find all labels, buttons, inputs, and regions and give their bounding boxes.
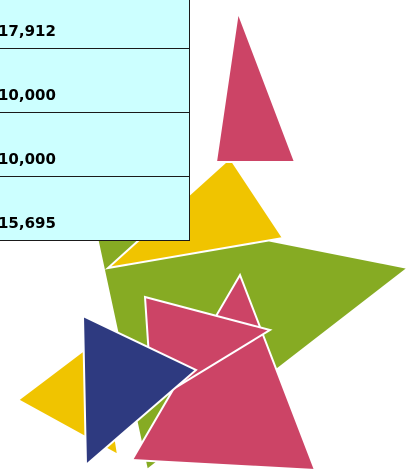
row: 17,912: [0, 0, 190, 49]
pink-triangle: [214, 8, 297, 163]
table: 17,912 10,000 10,000 15,695: [0, 0, 190, 241]
row: 10,000: [0, 48, 190, 113]
row: 15,695: [0, 176, 190, 241]
cell-text: 10,000: [0, 150, 56, 168]
cell: 17,912: [0, 0, 190, 49]
navy-triangle: [81, 314, 198, 468]
cell-text: 10,000: [0, 86, 56, 104]
cell-text: 17,912: [0, 22, 56, 40]
cell-text: 15,695: [0, 214, 56, 232]
cell: 10,000: [0, 48, 190, 113]
row: 10,000: [0, 112, 190, 177]
cell: 15,695: [0, 176, 190, 241]
cell: 10,000: [0, 112, 190, 177]
